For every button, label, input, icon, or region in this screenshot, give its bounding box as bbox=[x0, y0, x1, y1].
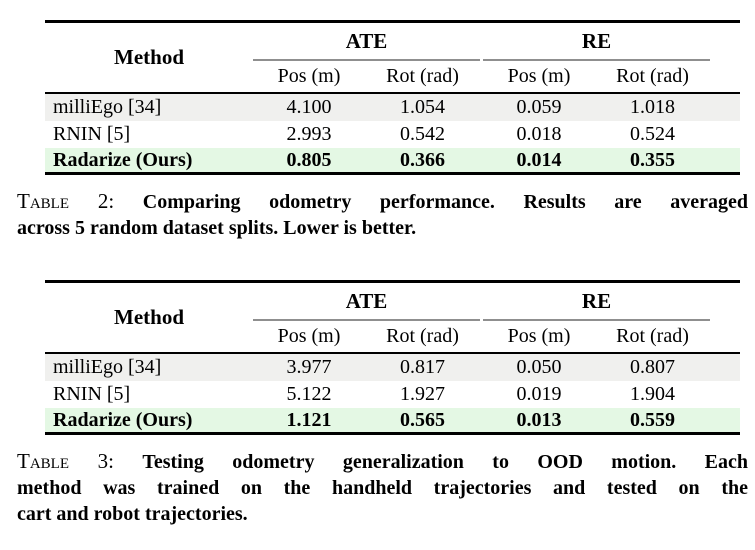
value-cell: 0.817 bbox=[365, 354, 480, 381]
value-cell: 1.904 bbox=[595, 381, 710, 408]
group-header-re: RE bbox=[483, 283, 710, 321]
table-row: RNIN [5] 2.993 0.542 0.018 0.524 bbox=[45, 121, 740, 148]
end-cell bbox=[710, 121, 740, 148]
end-cell bbox=[710, 94, 740, 121]
table-row: Method ATE RE bbox=[45, 23, 740, 94]
caption-line: Table 3: Testing odometry generalization… bbox=[17, 448, 748, 475]
table-row: milliEgo [34] 4.100 1.054 0.059 1.018 bbox=[45, 94, 740, 121]
value-cell: 0.565 bbox=[365, 408, 480, 435]
table-row-highlighted: Radarize (Ours) 0.805 0.366 0.014 0.355 bbox=[45, 148, 740, 175]
value-cell: 0.013 bbox=[483, 408, 595, 435]
caption-line: across 5 random dataset splits. Lower is… bbox=[17, 217, 417, 239]
column-header-method: Method bbox=[45, 283, 253, 354]
column-header-method: Method bbox=[45, 23, 253, 94]
gap-cell bbox=[480, 408, 483, 435]
table-3-caption: Table 3: Testing odometry generalization… bbox=[17, 448, 748, 527]
group-header-re: RE bbox=[483, 23, 710, 61]
table-row: RNIN [5] 5.122 1.927 0.019 1.904 bbox=[45, 381, 740, 408]
caption-label: Table 2: bbox=[17, 189, 115, 213]
table-row: Pos (m) Rot (rad) Pos (m) Rot (rad) bbox=[45, 61, 740, 94]
end-cell bbox=[710, 148, 740, 175]
value-cell: 0.019 bbox=[483, 381, 595, 408]
method-cell: Radarize (Ours) bbox=[45, 408, 253, 435]
gap-cell bbox=[480, 94, 483, 121]
caption-text: Comparing odometry performance. Results … bbox=[142, 191, 749, 213]
caption-text: Testing odometry generalization to OOD m… bbox=[142, 451, 749, 473]
value-cell: 4.100 bbox=[253, 94, 365, 121]
method-cell: RNIN [5] bbox=[45, 381, 253, 408]
value-cell: 0.524 bbox=[595, 121, 710, 148]
group-header-ate: ATE bbox=[253, 23, 480, 61]
gap-cell bbox=[480, 148, 483, 175]
value-cell: 5.122 bbox=[253, 381, 365, 408]
value-cell: 0.018 bbox=[483, 121, 595, 148]
value-cell: 0.366 bbox=[365, 148, 480, 175]
subheader-re-rot: Rot (rad) bbox=[595, 321, 710, 354]
method-cell: milliEgo [34] bbox=[45, 94, 253, 121]
column-gap bbox=[480, 321, 483, 354]
subheader-ate-pos: Pos (m) bbox=[253, 321, 365, 354]
value-cell: 0.050 bbox=[483, 354, 595, 381]
caption-line: cart and robot trajectories. bbox=[17, 503, 248, 525]
subheader-re-rot: Rot (rad) bbox=[595, 61, 710, 94]
column-end bbox=[710, 23, 740, 61]
caption-line: Table 2: Comparing odometry performance.… bbox=[17, 188, 748, 215]
value-cell: 1.054 bbox=[365, 94, 480, 121]
table-2-caption: Table 2: Comparing odometry performance.… bbox=[17, 188, 748, 241]
table-row-highlighted: Radarize (Ours) 1.121 0.565 0.013 0.559 bbox=[45, 408, 740, 435]
method-cell: Radarize (Ours) bbox=[45, 148, 253, 175]
column-end bbox=[710, 283, 740, 321]
table-3-block: Method ATE RE Pos (m) Rot (rad) Pos (m) … bbox=[17, 280, 748, 527]
method-cell: milliEgo [34] bbox=[45, 354, 253, 381]
subheader-ate-rot: Rot (rad) bbox=[365, 321, 480, 354]
value-cell: 0.805 bbox=[253, 148, 365, 175]
subheader-re-pos: Pos (m) bbox=[483, 321, 595, 354]
table-2: Method ATE RE Pos (m) Rot (rad) Pos (m) … bbox=[45, 20, 740, 175]
gap-cell bbox=[480, 381, 483, 408]
value-cell: 1.018 bbox=[595, 94, 710, 121]
caption-label: Table 3: bbox=[17, 449, 114, 473]
subheader-ate-rot: Rot (rad) bbox=[365, 61, 480, 94]
table-row: Method ATE RE bbox=[45, 283, 740, 354]
table-row: Pos (m) Rot (rad) Pos (m) Rot (rad) bbox=[45, 321, 740, 354]
subheader-ate-pos: Pos (m) bbox=[253, 61, 365, 94]
table-2-block: Method ATE RE Pos (m) Rot (rad) Pos (m) … bbox=[17, 20, 748, 241]
table-row: milliEgo [34] 3.977 0.817 0.050 0.807 bbox=[45, 354, 740, 381]
value-cell: 0.014 bbox=[483, 148, 595, 175]
column-gap bbox=[480, 61, 483, 94]
value-cell: 0.807 bbox=[595, 354, 710, 381]
column-end bbox=[710, 321, 740, 354]
value-cell: 1.927 bbox=[365, 381, 480, 408]
gap-cell bbox=[480, 121, 483, 148]
value-cell: 2.993 bbox=[253, 121, 365, 148]
value-cell: 0.542 bbox=[365, 121, 480, 148]
value-cell: 0.355 bbox=[595, 148, 710, 175]
group-header-ate: ATE bbox=[253, 283, 480, 321]
gap-cell bbox=[480, 354, 483, 381]
value-cell: 1.121 bbox=[253, 408, 365, 435]
end-cell bbox=[710, 381, 740, 408]
value-cell: 3.977 bbox=[253, 354, 365, 381]
method-cell: RNIN [5] bbox=[45, 121, 253, 148]
value-cell: 0.059 bbox=[483, 94, 595, 121]
table-3: Method ATE RE Pos (m) Rot (rad) Pos (m) … bbox=[45, 280, 740, 435]
end-cell bbox=[710, 408, 740, 435]
subheader-re-pos: Pos (m) bbox=[483, 61, 595, 94]
end-cell bbox=[710, 354, 740, 381]
value-cell: 0.559 bbox=[595, 408, 710, 435]
caption-line: method was trained on the handheld traje… bbox=[17, 477, 748, 499]
column-end bbox=[710, 61, 740, 94]
